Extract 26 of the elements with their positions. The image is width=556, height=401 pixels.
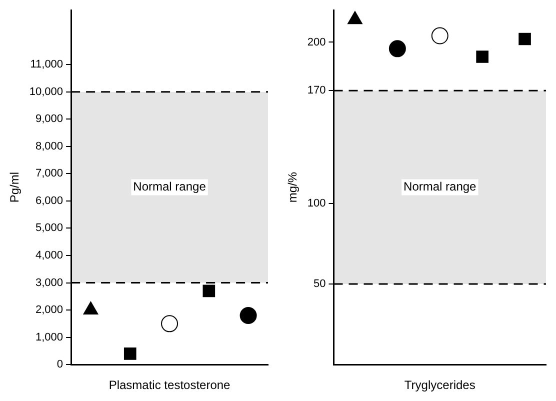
y-tick-label: 5,000 [36, 222, 64, 234]
y-tick-label: 1,000 [36, 331, 64, 344]
point [202, 284, 216, 298]
y-tick-label: 2,000 [36, 304, 64, 316]
point [240, 307, 257, 324]
y-tick-label: 50 [314, 278, 326, 290]
band-label: Normal range [133, 180, 206, 194]
y-tick-label: 9,000 [36, 113, 64, 126]
y-tick-label: 8,000 [36, 140, 64, 152]
y-tick-label: 170 [307, 84, 326, 97]
y-tick-label: 10,000 [29, 86, 64, 98]
y-tick-label: 6,000 [36, 194, 64, 207]
y-tick-label: 0 [56, 358, 64, 371]
point [161, 315, 178, 332]
x-axis-title: Tryglycerides [404, 378, 476, 392]
y-tick-label: 100 [307, 197, 326, 210]
y-axis-title: Pg/ml [8, 172, 22, 203]
x-axis-title: Plasmatic testosterone [108, 378, 231, 392]
y-tick-label: 11,000 [30, 58, 64, 71]
point [124, 348, 136, 360]
y-tick-label: 4,000 [36, 250, 64, 262]
y-tick-label: 3,000 [36, 276, 64, 289]
band-label: Normal range [404, 180, 477, 194]
y-tick-label: 200 [307, 36, 326, 48]
y-tick-label: 7,000 [36, 168, 64, 180]
y-axis-title: mg/% [286, 172, 300, 203]
